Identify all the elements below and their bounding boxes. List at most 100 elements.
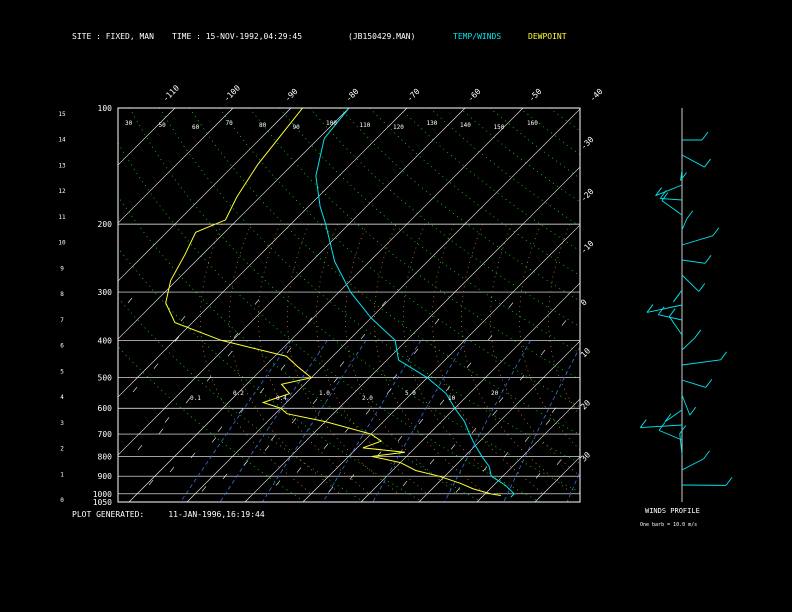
theta-label: 120: [393, 124, 404, 131]
wind-barb-feather: [655, 187, 662, 196]
height-tick-label: 1: [60, 471, 64, 478]
isotherm-line: [128, 108, 524, 502]
generated-label: PLOT GENERATED:: [72, 510, 145, 519]
mixing-ratio-label: 2.0: [362, 395, 373, 402]
dry-adiabat: [459, 108, 580, 203]
height-tick-label: 4: [60, 394, 64, 401]
theta-label: 90: [293, 124, 301, 131]
grid-tick-mark: [333, 377, 339, 383]
isotherm-line: [418, 340, 580, 502]
height-tick-label: 0: [60, 497, 64, 504]
mixing-ratio-label: 20: [491, 390, 499, 397]
grid-tick-mark: [190, 452, 196, 459]
right-temp-tick-label: 20: [579, 398, 592, 411]
wind-barb-feather: [698, 283, 706, 292]
pressure-tick-label: 400: [98, 336, 113, 345]
theta-label: 140: [460, 122, 471, 129]
grid-tick-mark: [312, 398, 318, 405]
wind-barb-feather: [704, 255, 712, 264]
site-value: FIXED, MAN: [105, 32, 154, 41]
wind-barb-feather: [646, 304, 654, 313]
height-tick-label: 10: [58, 240, 66, 247]
generated-value: 11-JAN-1996,16:19:44: [168, 510, 265, 519]
grid-tick-mark: [206, 376, 212, 382]
dry-adiabat: [610, 108, 792, 502]
pressure-tick-label: 800: [98, 452, 113, 461]
wind-barb-feather: [680, 172, 687, 181]
dry-adiabat: [519, 108, 580, 155]
top-temp-tick-label: -40: [588, 87, 605, 104]
mixing-ratio-line: [503, 346, 580, 502]
grid-tick-mark: [323, 443, 329, 449]
wind-barb-feather: [725, 477, 733, 486]
pressure-tick-label: 600: [98, 404, 113, 413]
grid-tick-mark: [466, 362, 472, 368]
grid-tick-mark: [270, 435, 276, 441]
moist-adiabat: [287, 224, 399, 495]
grid-tick-mark: [137, 444, 143, 451]
dry-adiabat: [189, 108, 580, 436]
moist-adiabat: [200, 224, 312, 495]
grid-tick-mark: [524, 436, 530, 442]
wind-barb: [658, 429, 683, 441]
wind-barb: [681, 337, 695, 351]
height-tick-label: 7: [60, 317, 64, 324]
right-temp-tick-label: -30: [579, 135, 596, 152]
grid-tick-mark: [264, 445, 270, 451]
wind-barb: [681, 154, 705, 168]
theta-label: 150: [494, 124, 505, 131]
right-temp-tick-label: 30: [579, 450, 592, 463]
grid-tick-mark: [254, 299, 260, 305]
isotherm-line: [0, 108, 59, 502]
grid-tick-mark: [360, 333, 366, 340]
grid-tick-mark: [211, 437, 217, 443]
grid-tick-mark: [164, 417, 170, 423]
mixing-ratio-label: 0.4: [276, 395, 287, 402]
height-tick-label: 11: [58, 214, 66, 221]
height-tick-label: 8: [60, 291, 64, 298]
isotherm-line: [118, 108, 408, 398]
grid-tick-mark: [286, 347, 292, 353]
isotherm-line: [118, 108, 176, 166]
isotherm-line: [767, 108, 792, 502]
dry-adiabat: [579, 108, 580, 109]
dry-adiabat: [118, 142, 541, 502]
header-site: SITE : FIXED, MAN: [72, 32, 154, 41]
pressure-tick-label: 100: [98, 104, 113, 113]
dewpoint-line: [165, 108, 501, 496]
isotherm-line: [186, 108, 580, 502]
moist-adiabat: [548, 224, 580, 417]
top-temp-tick-label: -100: [222, 83, 242, 103]
wind-barb: [664, 409, 683, 423]
wind-barb-feather: [686, 210, 694, 220]
mixing-ratio-line: [219, 340, 328, 502]
grid-tick-mark: [227, 351, 233, 357]
wind-barb: [681, 259, 706, 264]
grid-tick-mark: [535, 473, 541, 479]
grid-tick-mark: [328, 486, 334, 493]
wind-barb-feather: [661, 192, 669, 201]
pressure-tick-label: 1000: [93, 490, 112, 499]
grid-tick-mark: [127, 297, 133, 304]
moist-adiabat: [432, 224, 544, 495]
height-tick-label: 9: [60, 265, 64, 272]
isotherm-line: [360, 282, 580, 502]
mixing-ratio-line: [566, 470, 580, 502]
grid-tick-mark: [503, 452, 509, 458]
wind-barbs: [639, 131, 733, 486]
moist-adiabat: [316, 224, 428, 495]
height-tick-label: 12: [58, 188, 66, 195]
wind-barb-feather: [657, 306, 665, 315]
legend-dewpoint: DEWPOINT: [528, 32, 567, 41]
dry-adiabat: [399, 108, 580, 252]
grid-tick-mark: [402, 480, 408, 487]
top-temp-tick-label: -90: [283, 87, 300, 104]
grid-tick-mark: [413, 348, 419, 355]
mixing-ratio-line: [444, 340, 531, 502]
header-file: (JB150429.MAN): [348, 32, 416, 41]
top-temp-tick-label: -80: [344, 87, 361, 104]
grid-tick-mark: [243, 460, 249, 466]
grid-tick-mark: [153, 363, 159, 369]
height-tick-label: 13: [58, 162, 66, 169]
grid-tick-mark: [397, 435, 403, 442]
